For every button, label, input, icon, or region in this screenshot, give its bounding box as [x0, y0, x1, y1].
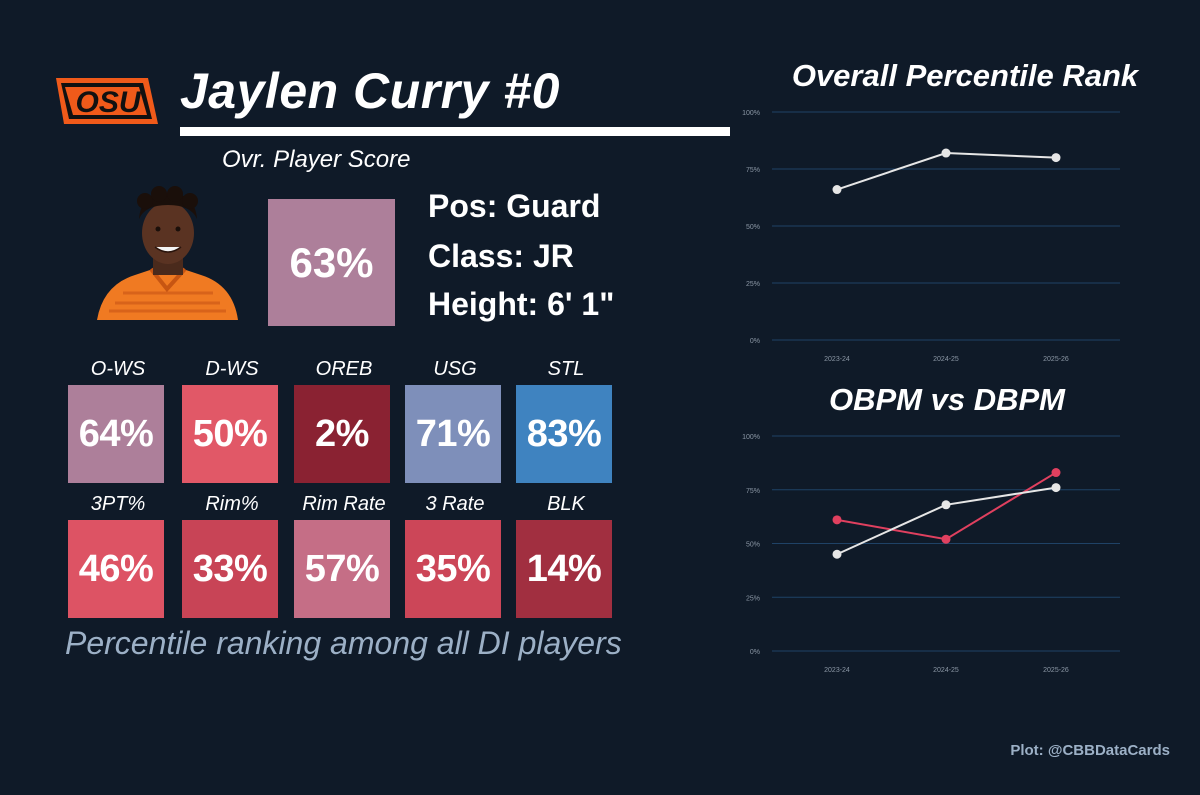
y-tick-label: 100%: [742, 434, 760, 441]
plot-credit: Plot: @CBBDataCards: [1010, 742, 1170, 759]
position-info: Pos: Guard: [428, 188, 601, 224]
stat-box-blk: 14%: [516, 520, 612, 618]
x-tick-label: 2024-25: [933, 356, 959, 363]
stat-box-3pt-pct: 46%: [68, 520, 164, 618]
y-tick-label: 50%: [746, 224, 760, 231]
data-point: [1051, 468, 1061, 478]
footnote: Percentile ranking among all DI players: [65, 625, 622, 661]
y-tick-label: 100%: [742, 110, 760, 117]
logo-text: OSU: [75, 86, 141, 119]
stat-label-3-rate: 3 Rate: [425, 493, 485, 515]
stat-label-blk: BLK: [547, 493, 585, 515]
stat-label-d-ws: D-WS: [205, 358, 259, 380]
stat-box-stl: 83%: [516, 385, 612, 483]
chart-title-obpm-dbpm: OBPM vs DBPM: [829, 382, 1065, 417]
name-underline: [180, 127, 730, 136]
stat-label-o-ws: O-WS: [90, 358, 146, 380]
player-name: Jaylen Curry #0: [180, 63, 560, 119]
stat-box-rim-rate: 57%: [294, 520, 390, 618]
y-tick-label: 0%: [750, 649, 760, 656]
y-tick-label: 75%: [746, 167, 760, 174]
stat-box-oreb: 2%: [294, 385, 390, 483]
x-tick-label: 2023-24: [824, 667, 850, 674]
data-point: [941, 148, 951, 158]
stat-box-d-ws: 50%: [182, 385, 278, 483]
player-headshot: [97, 186, 238, 320]
data-point: [832, 549, 842, 559]
stat-box-usg: 71%: [405, 385, 501, 483]
series-line-0: [836, 152, 1057, 191]
x-tick-label: 2023-24: [824, 356, 850, 363]
y-tick-label: 25%: [746, 281, 760, 288]
height-info: Height: 6' 1": [428, 286, 615, 322]
data-point: [1051, 153, 1061, 163]
overall-score-box: 63%: [268, 199, 395, 326]
y-tick-label: 50%: [746, 542, 760, 549]
data-point: [1051, 483, 1061, 493]
y-tick-label: 75%: [746, 488, 760, 495]
chart-title-overall: Overall Percentile Rank: [791, 58, 1139, 93]
data-point: [832, 185, 842, 195]
osu-logo: OSU: [56, 78, 158, 124]
overall-percentile-chart: 0% 25% 50% 75% 100% 2023-24 2024-25 2025-26: [742, 110, 1120, 363]
stat-label-3pt-pct: 3PT%: [90, 493, 146, 515]
obpm-dbpm-chart: 0% 25% 50% 75% 100% 2023-24 2024-25 2025-26: [742, 434, 1120, 674]
x-tick-label: 2025-26: [1043, 667, 1069, 674]
x-tick-label: 2025-26: [1043, 356, 1069, 363]
data-point: [832, 515, 842, 525]
stat-label-usg: USG: [433, 358, 477, 380]
class-info: Class: JR: [428, 238, 574, 274]
x-tick-label: 2024-25: [933, 667, 959, 674]
data-point: [941, 500, 951, 510]
stat-box-o-ws: 64%: [68, 385, 164, 483]
stat-label-oreb: OREB: [315, 358, 373, 380]
overall-score-label: Ovr. Player Score: [222, 146, 411, 173]
data-point: [941, 534, 951, 544]
stat-box-rim-pct: 33%: [182, 520, 278, 618]
series-line-1: [836, 486, 1057, 556]
stat-label-rim-rate: Rim Rate: [302, 493, 386, 515]
stat-label-stl: STL: [547, 358, 585, 380]
stat-box-3-rate: 35%: [405, 520, 501, 618]
y-tick-label: 0%: [750, 338, 760, 345]
stat-label-rim-pct: Rim%: [205, 493, 259, 515]
y-tick-label: 25%: [746, 595, 760, 602]
